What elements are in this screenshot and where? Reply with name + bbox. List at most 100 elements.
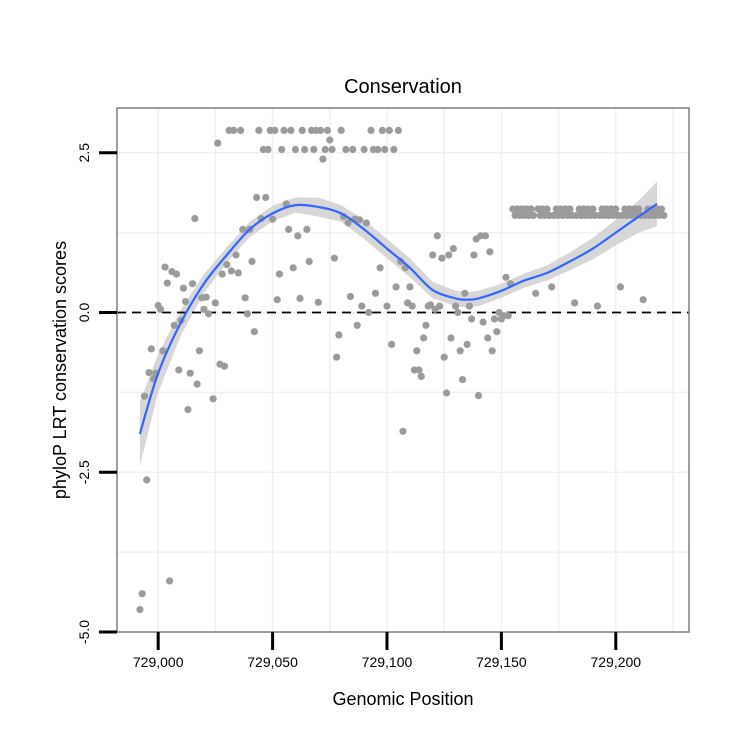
data-point xyxy=(589,205,597,213)
data-point xyxy=(493,328,501,336)
data-point xyxy=(532,289,540,297)
data-point xyxy=(294,232,302,240)
data-point xyxy=(328,145,336,154)
data-point xyxy=(527,205,535,213)
data-point xyxy=(145,369,153,377)
data-point xyxy=(362,219,370,227)
x-tick-label: 729,050 xyxy=(247,654,298,670)
data-point xyxy=(179,284,187,292)
data-point xyxy=(253,193,261,202)
data-point xyxy=(566,205,574,213)
data-point xyxy=(223,261,231,269)
data-point xyxy=(218,270,226,278)
data-point xyxy=(458,376,467,384)
data-point xyxy=(490,315,499,323)
data-point xyxy=(138,590,146,598)
data-point xyxy=(200,305,208,313)
data-point xyxy=(408,302,416,310)
data-point xyxy=(184,406,192,414)
data-point xyxy=(571,299,579,307)
data-point xyxy=(548,283,556,291)
data-point xyxy=(330,254,338,262)
data-point xyxy=(156,305,165,313)
data-point xyxy=(296,294,304,302)
data-point xyxy=(461,289,469,297)
data-point xyxy=(243,310,251,318)
data-point xyxy=(463,340,471,348)
data-point xyxy=(159,347,167,355)
data-point xyxy=(273,296,281,304)
data-point xyxy=(394,126,402,134)
data-point xyxy=(301,145,309,154)
data-point xyxy=(449,245,457,253)
data-point xyxy=(353,321,361,329)
x-tick-label: 729,100 xyxy=(362,654,413,670)
x-tick-label: 729,200 xyxy=(590,654,641,670)
data-point xyxy=(170,321,178,329)
data-point xyxy=(440,353,448,361)
data-point xyxy=(502,273,510,281)
data-point xyxy=(285,225,293,233)
data-point xyxy=(239,225,247,233)
y-axis: -5.0 -2.5 0.0 2.5 xyxy=(76,143,117,644)
data-point xyxy=(278,145,286,154)
data-point xyxy=(186,369,194,377)
data-point xyxy=(262,193,270,202)
data-point xyxy=(635,205,643,213)
y-tick-label: 0.0 xyxy=(76,303,92,323)
data-point xyxy=(445,251,453,259)
data-point xyxy=(280,126,288,134)
data-point xyxy=(470,251,478,259)
data-point xyxy=(241,294,249,302)
data-point xyxy=(438,254,446,262)
data-point xyxy=(255,126,263,134)
data-point xyxy=(191,215,199,223)
x-axis-label: Genomic Position xyxy=(332,689,473,709)
data-points xyxy=(136,126,668,614)
data-point xyxy=(230,126,238,134)
data-point xyxy=(147,345,155,353)
data-point xyxy=(193,380,201,388)
data-point xyxy=(264,145,272,154)
plot-panel-border xyxy=(116,107,690,633)
data-point xyxy=(326,136,334,144)
data-point xyxy=(136,606,144,614)
data-point xyxy=(593,302,602,310)
data-point xyxy=(484,334,492,342)
data-point xyxy=(172,270,181,278)
data-point xyxy=(161,263,169,271)
data-point xyxy=(234,269,242,277)
data-point xyxy=(271,126,279,134)
data-point xyxy=(436,302,444,310)
data-point xyxy=(399,427,407,435)
data-point xyxy=(454,308,462,317)
data-point xyxy=(355,216,364,224)
x-tick-label: 729,150 xyxy=(476,654,527,670)
data-point xyxy=(310,145,318,154)
data-point xyxy=(214,139,222,147)
data-point xyxy=(346,292,354,301)
data-point xyxy=(291,145,300,154)
data-point xyxy=(298,126,306,134)
data-point xyxy=(374,145,382,154)
data-point xyxy=(358,302,366,310)
data-point xyxy=(342,145,350,154)
data-point xyxy=(415,366,423,374)
data-point xyxy=(426,301,435,309)
x-tick-label: 729,000 xyxy=(133,654,184,670)
data-point xyxy=(305,257,313,265)
data-point xyxy=(385,126,393,134)
data-point xyxy=(616,283,625,291)
y-axis-label: phyloP LRT conservation scores xyxy=(50,241,70,499)
data-point xyxy=(639,296,647,304)
data-point xyxy=(365,308,373,317)
y-tick-label: 2.5 xyxy=(76,143,92,163)
data-point xyxy=(289,264,297,272)
data-point xyxy=(376,264,384,272)
y-tick-label: -5.0 xyxy=(76,620,92,644)
data-point xyxy=(314,298,322,306)
data-point xyxy=(420,334,428,342)
data-point xyxy=(488,347,496,355)
data-point xyxy=(333,353,341,361)
